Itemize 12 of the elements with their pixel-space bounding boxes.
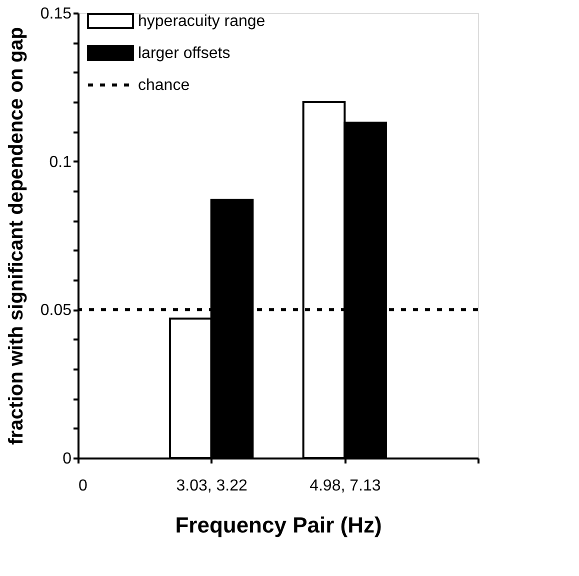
x-tick-label: 4.98, 7.13 (310, 478, 381, 494)
legend-label: hyperacuity range (138, 13, 266, 30)
x-tick-label: 0 (78, 478, 88, 494)
legend-label: chance (138, 77, 190, 94)
legend-label: larger offsets (138, 45, 230, 62)
y-axis-title: fraction with significant dependence on gap (5, 27, 28, 445)
y-tick-label: 0 (62, 450, 72, 468)
x-tick-label: 3.03, 3.22 (176, 478, 248, 494)
y-tick-label: 0.15 (40, 6, 72, 22)
y-tick-label: 0.05 (40, 302, 72, 320)
y-tick-label: 0.1 (49, 154, 72, 171)
x-axis-title: Frequency Pair (Hz) (175, 512, 382, 538)
